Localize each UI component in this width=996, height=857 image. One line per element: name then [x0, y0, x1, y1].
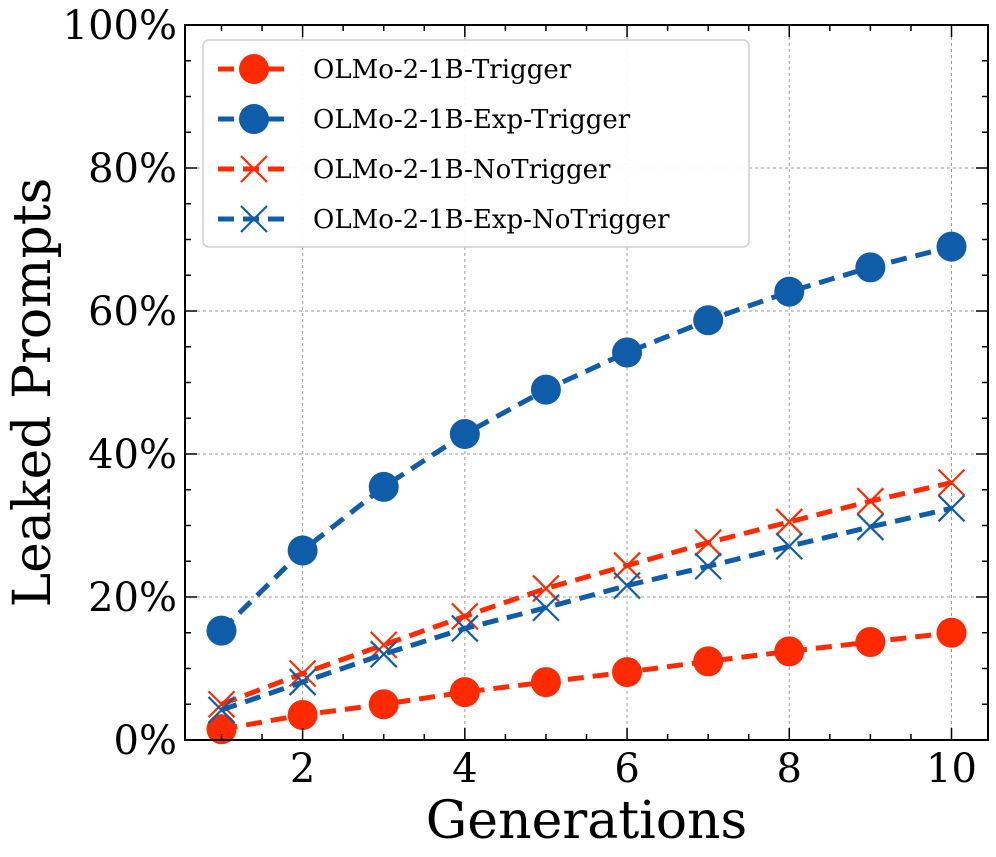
legend-box: [202, 39, 750, 248]
data-point: [612, 337, 643, 368]
data-point: [693, 305, 724, 336]
x-axis-label: Generations: [426, 791, 747, 851]
data-point: [206, 714, 237, 745]
legend-marker: [240, 155, 268, 183]
data-point: [369, 640, 398, 668]
data-point: [774, 276, 805, 307]
data-point: [368, 471, 399, 502]
data-point: [613, 571, 641, 600]
series-line: [220, 505, 953, 713]
series-line: [220, 480, 953, 707]
data-point: [936, 617, 967, 648]
data-point: [449, 418, 480, 449]
legend-entry: OLMo-2-1B-Trigger: [218, 54, 572, 85]
x-tick-label: 2: [290, 746, 315, 792]
data-point: [206, 615, 237, 646]
data-point: [775, 508, 804, 536]
data-point: [530, 667, 561, 698]
data-point: [937, 468, 966, 497]
series-olmo-2-1b-notrigger: [207, 468, 966, 719]
x-tick-labels: 2 4 6 8 10: [290, 746, 977, 792]
series-olmo-2-1b-exp-trigger: [206, 231, 967, 646]
data-point: [288, 659, 317, 688]
series-layer: [206, 231, 967, 745]
data-point: [207, 690, 236, 719]
x-tick-label: 8: [777, 746, 802, 792]
y-tick-label: 100%: [63, 3, 177, 49]
data-point: [530, 374, 561, 405]
data-point: [855, 627, 886, 658]
data-point: [694, 552, 722, 581]
data-point: [936, 231, 967, 262]
axis-ticks: [185, 24, 988, 741]
data-point: [532, 593, 560, 622]
y-tick-label: 60%: [88, 289, 177, 335]
x-tick-label: 6: [614, 746, 639, 792]
data-point: [451, 614, 479, 643]
data-point: [287, 699, 318, 730]
data-point: [937, 494, 966, 523]
data-point: [693, 646, 724, 677]
legend-marker: [239, 54, 269, 84]
data-point: [449, 677, 480, 708]
y-tick-label: 80%: [88, 146, 177, 192]
legend-marker: [240, 205, 268, 233]
y-tick-label: 40%: [88, 432, 177, 478]
legend-label: OLMo-2-1B-Exp-Trigger: [313, 105, 631, 135]
data-point: [774, 636, 805, 667]
data-point: [532, 574, 560, 603]
data-point: [288, 668, 317, 696]
series-olmo-2-1b-trigger: [206, 617, 967, 745]
data-point: [287, 535, 318, 566]
data-point: [855, 252, 886, 283]
legend-entry: OLMo-2-1B-Exp-NoTrigger: [218, 205, 670, 235]
data-point: [207, 696, 236, 724]
data-point: [612, 657, 643, 688]
legend: OLMo-2-1B-Trigger OLMo-2-1B-Exp-Trigger OL…: [202, 39, 750, 248]
series-line: [219, 244, 953, 633]
legend-marker: [239, 104, 269, 134]
data-point: [856, 487, 885, 515]
y-tick-labels: 0% 20% 40% 60% 80% 100%: [63, 3, 177, 764]
x-tick-label: 10: [926, 746, 977, 792]
data-point: [856, 513, 885, 541]
legend-label: OLMo-2-1B-Trigger: [313, 55, 572, 85]
data-point: [613, 551, 641, 580]
series-olmo-2-1b-exp-notrigger: [207, 494, 966, 724]
y-tick-label: 0%: [114, 718, 177, 764]
legend-entry: OLMo-2-1B-NoTrigger: [218, 155, 611, 185]
y-axis-label: Leaked Prompts: [3, 178, 63, 608]
x-tick-label: 4: [452, 746, 477, 792]
legend-label: OLMo-2-1B-NoTrigger: [313, 155, 611, 185]
data-point: [694, 528, 722, 557]
legend-label: OLMo-2-1B-Exp-NoTrigger: [313, 205, 670, 235]
data-point: [368, 689, 399, 720]
y-tick-label: 20%: [88, 575, 177, 621]
series-line: [221, 630, 952, 732]
data-point: [775, 532, 804, 561]
legend-entry: OLMo-2-1B-Exp-Trigger: [218, 104, 631, 135]
